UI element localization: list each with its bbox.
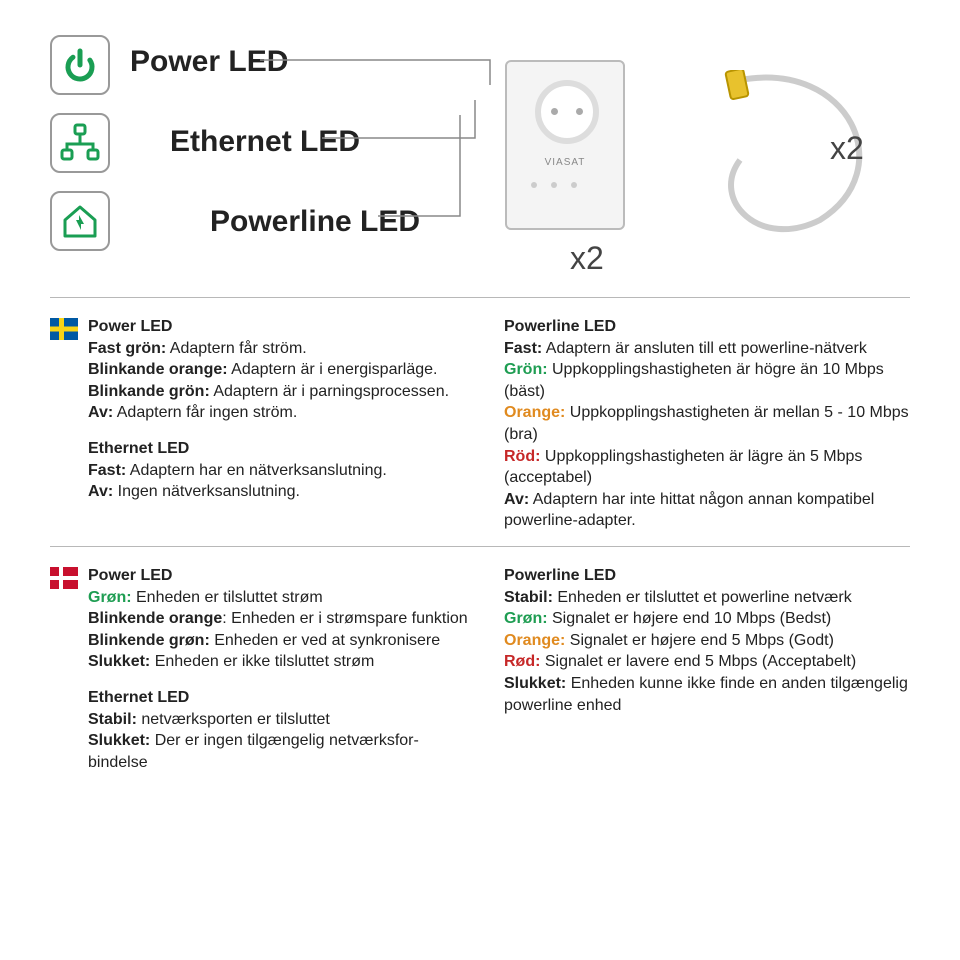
sv-power-block: Power LED Fast grön: Adaptern får ström.…: [88, 316, 470, 424]
adapter-device: VIASAT: [505, 60, 625, 230]
divider-1: [50, 297, 910, 298]
sv-ethernet-title: Ethernet LED: [88, 438, 470, 460]
device-illustration: VIASAT x2 x2: [470, 40, 910, 265]
icon-column: [50, 35, 130, 269]
powerline-icon: [50, 191, 110, 251]
da-powerline-title: Powerline LED: [504, 565, 910, 587]
da-power-title: Power LED: [88, 565, 470, 587]
adapter-qty-label: x2: [570, 240, 604, 277]
ethernet-led-title: Ethernet LED: [170, 127, 420, 157]
swedish-section: Power LED Fast grön: Adaptern får ström.…: [50, 316, 910, 532]
power-led-title: Power LED: [130, 47, 420, 77]
danish-section: Power LED Grøn: Enheden er tilsluttet st…: [50, 565, 910, 777]
sv-ethernet-block: Ethernet LED Fast: Adaptern har en nätve…: [88, 438, 470, 503]
da-ethernet-title: Ethernet LED: [88, 687, 470, 709]
ethernet-icon: [50, 113, 110, 173]
adapter-brand: VIASAT: [507, 157, 623, 168]
sv-powerline-title: Powerline LED: [504, 316, 910, 338]
da-ethernet-block: Ethernet LED Stabil: netværksporten er t…: [88, 687, 470, 773]
sv-power-title: Power LED: [88, 316, 470, 338]
sv-powerline-block: Powerline LED Fast: Adaptern är ansluten…: [504, 316, 910, 532]
header-labels: Power LED Ethernet LED Powerline LED: [130, 35, 420, 237]
powerline-led-title: Powerline LED: [210, 207, 420, 237]
adapter-socket: [535, 80, 599, 144]
cable-qty-label: x2: [830, 130, 864, 167]
da-power-block: Power LED Grøn: Enheden er tilsluttet st…: [88, 565, 470, 673]
adapter-led-dots: [531, 182, 577, 188]
denmark-flag-icon: [50, 567, 78, 589]
da-powerline-block: Powerline LED Stabil: Enheden er tilslut…: [504, 565, 910, 716]
divider-2: [50, 546, 910, 547]
power-icon: [50, 35, 110, 95]
sweden-flag-icon: [50, 318, 78, 340]
